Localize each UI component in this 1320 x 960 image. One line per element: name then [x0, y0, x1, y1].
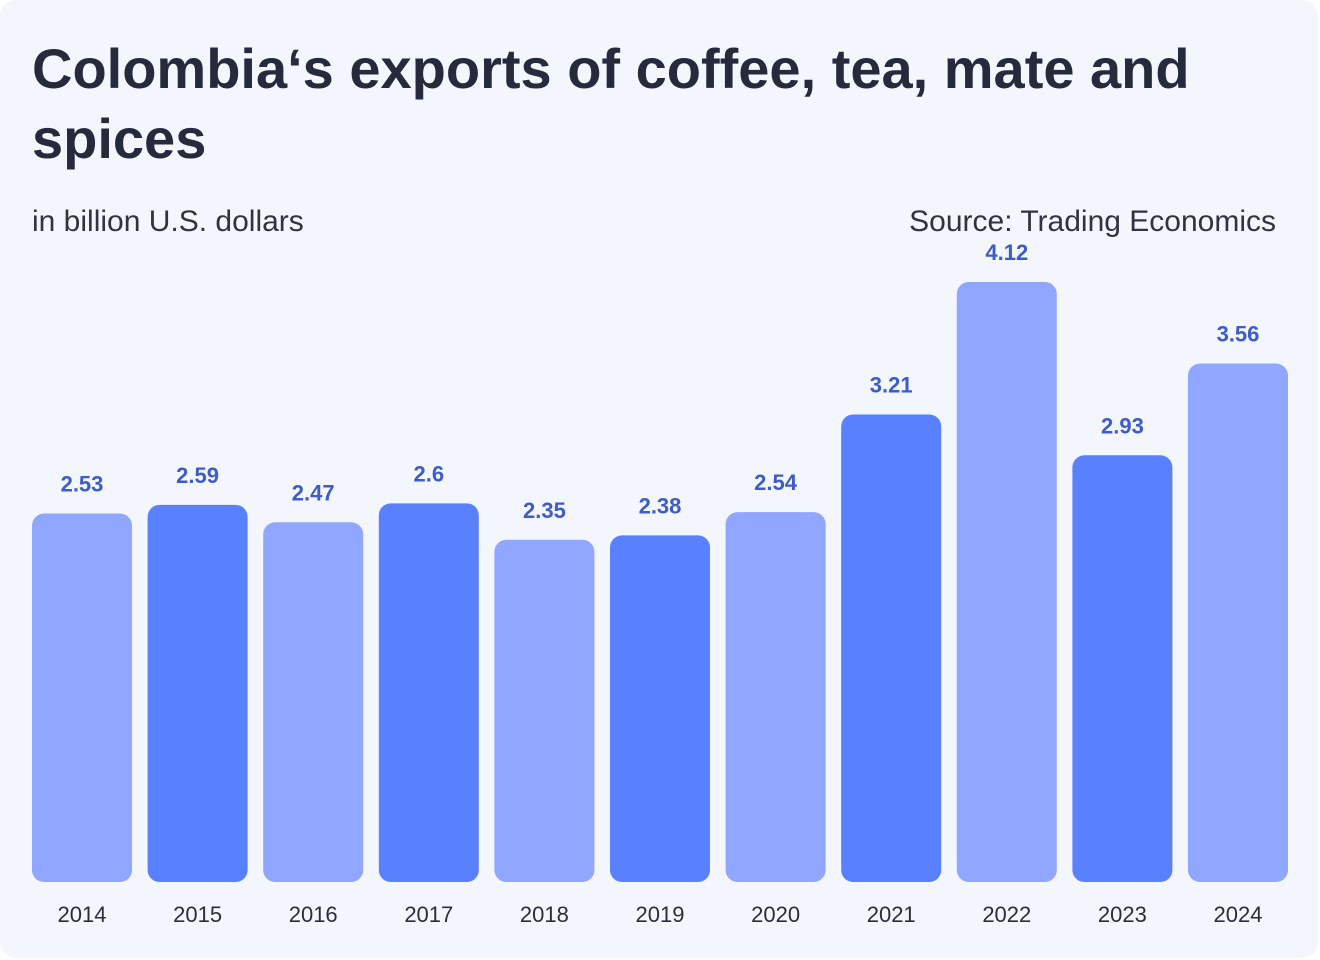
value-label-2016: 2.47 — [292, 480, 335, 505]
x-tick-label-2022: 2022 — [982, 902, 1031, 927]
value-label-2020: 2.54 — [754, 470, 798, 495]
x-tick-label-2015: 2015 — [173, 902, 222, 927]
bar-2019 — [610, 535, 710, 882]
x-tick-label-2020: 2020 — [751, 902, 800, 927]
x-tick-label-2024: 2024 — [1214, 902, 1263, 927]
value-label-2023: 2.93 — [1101, 413, 1144, 438]
x-tick-label-2017: 2017 — [404, 902, 453, 927]
chart-subtitle: in billion U.S. dollars — [32, 205, 304, 238]
bar-2018 — [494, 539, 595, 882]
chart-title: Colombia‘s exports of coffee, tea, mate … — [32, 37, 1190, 170]
bar-2021 — [841, 414, 942, 882]
source-label: Source: Trading Economics — [909, 205, 1276, 238]
value-label-2024: 3.56 — [1217, 322, 1260, 347]
bar-2015 — [147, 504, 248, 882]
bar-2016 — [263, 522, 364, 882]
bar-2022 — [956, 282, 1057, 882]
value-label-2014: 2.53 — [61, 472, 104, 497]
bar-2020 — [725, 512, 826, 882]
value-label-2021: 3.21 — [870, 373, 913, 398]
bar-2017 — [378, 503, 479, 882]
x-tick-label-2018: 2018 — [520, 902, 569, 927]
value-label-2022: 4.12 — [985, 240, 1028, 265]
bar-2014 — [32, 513, 132, 882]
value-label-2019: 2.38 — [639, 493, 682, 518]
x-tick-label-2019: 2019 — [636, 902, 685, 927]
value-label-2017: 2.6 — [414, 461, 445, 486]
value-label-2018: 2.35 — [523, 498, 566, 523]
x-tick-label-2023: 2023 — [1098, 902, 1147, 927]
x-tick-label-2021: 2021 — [867, 902, 916, 927]
x-tick-label-2014: 2014 — [58, 902, 107, 927]
bar-2023 — [1072, 455, 1173, 882]
value-label-2015: 2.59 — [176, 463, 219, 488]
x-tick-label-2016: 2016 — [289, 902, 338, 927]
bar-2024 — [1188, 363, 1288, 882]
